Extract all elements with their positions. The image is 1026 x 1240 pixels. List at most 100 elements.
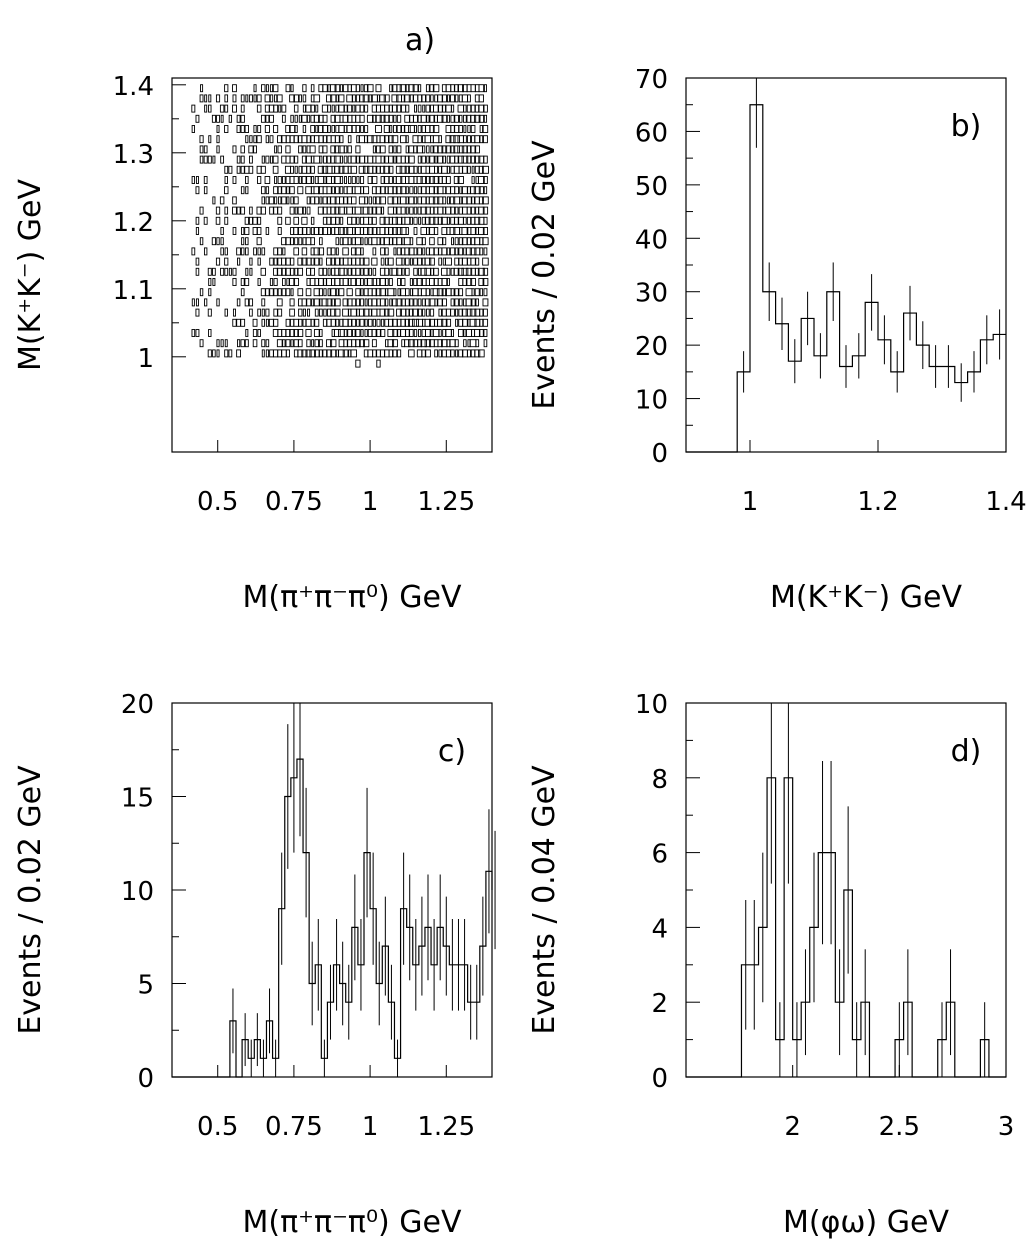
box-cell — [352, 104, 356, 113]
box-cell — [355, 94, 360, 103]
box-cell — [483, 84, 487, 93]
box-cell — [323, 278, 327, 286]
box-cell — [261, 339, 266, 348]
box-cell — [462, 206, 468, 215]
box-cell — [413, 298, 418, 307]
box-cell — [326, 186, 332, 195]
box-cell — [257, 329, 261, 337]
box-cell — [417, 125, 422, 133]
box-cell — [203, 247, 208, 256]
box-cell — [387, 288, 395, 297]
box-cell — [276, 298, 283, 307]
box-cell — [434, 298, 438, 307]
box-cell — [433, 267, 439, 276]
box-cell — [339, 237, 344, 246]
box-cell — [391, 135, 399, 144]
box-cell — [379, 216, 386, 225]
box-cell — [245, 135, 249, 144]
box-cell — [331, 104, 335, 113]
box-cell — [466, 145, 472, 154]
box-cell — [290, 165, 295, 174]
box-cell — [359, 298, 365, 307]
box-cell — [368, 196, 372, 205]
box-cell — [388, 135, 394, 144]
box-cell — [256, 94, 262, 103]
box-cell — [326, 135, 332, 144]
box-cell — [359, 318, 365, 327]
box-cell — [281, 186, 287, 195]
box-cell — [327, 227, 332, 235]
box-cell — [404, 216, 411, 225]
box-cell — [269, 206, 274, 215]
box-cell — [478, 329, 484, 337]
box-cell — [372, 318, 377, 327]
box-cell — [425, 216, 431, 225]
box-cell — [330, 155, 337, 164]
box-cell — [441, 278, 448, 286]
box-cell — [351, 114, 357, 123]
box-cell — [383, 308, 390, 317]
box-cell — [338, 267, 345, 276]
box-cell — [371, 329, 378, 337]
box-cell — [364, 298, 368, 307]
box-cell — [199, 206, 204, 215]
y-tick-label: 50 — [635, 172, 668, 202]
box-cell — [461, 308, 469, 317]
box-cell — [445, 135, 452, 144]
box-cell — [310, 237, 315, 246]
box-cell — [482, 237, 489, 246]
box-cell — [339, 176, 344, 184]
box-cell — [400, 206, 406, 215]
box-cell — [372, 267, 377, 276]
box-cell — [289, 135, 295, 144]
box-cell — [404, 318, 410, 327]
y-tick-label: 5 — [137, 971, 154, 1001]
box-cell — [290, 318, 295, 327]
box-cell — [269, 84, 274, 93]
box-cell — [323, 288, 327, 297]
x-axis-label: M(K⁺K⁻) GeV — [770, 580, 963, 615]
box-cell — [347, 257, 352, 266]
box-cell — [450, 104, 455, 113]
box-cell — [277, 206, 283, 215]
box-cell — [463, 125, 467, 133]
box-cell — [350, 278, 357, 286]
box-cell — [426, 155, 430, 164]
box-cell — [441, 145, 448, 154]
box-cell — [305, 298, 312, 307]
y-tick-label: 2 — [651, 989, 668, 1019]
box-cell — [265, 155, 270, 164]
box-cell — [313, 329, 320, 337]
box-cell — [430, 94, 434, 103]
box-cell — [240, 206, 246, 215]
box-cell — [420, 227, 427, 235]
box-cell — [446, 94, 450, 103]
box-cell — [384, 155, 389, 164]
box-cell — [224, 125, 229, 133]
box-cell — [475, 257, 480, 266]
box-cell — [475, 298, 479, 307]
box-cell — [269, 257, 274, 266]
box-cell — [421, 125, 426, 133]
box-cell — [471, 196, 475, 205]
box-cell — [401, 267, 405, 276]
box-cell — [319, 329, 323, 337]
box-cell — [208, 288, 212, 297]
box-cell — [224, 84, 229, 93]
box-cell — [384, 257, 389, 266]
box-cell — [359, 257, 365, 266]
box-cell — [298, 308, 303, 317]
box-cell — [351, 84, 357, 93]
box-cell — [421, 216, 426, 225]
box-cell — [281, 257, 287, 266]
box-cell — [224, 257, 229, 266]
box-cell — [322, 267, 328, 276]
y-tick-label: 15 — [121, 784, 154, 814]
box-cell — [273, 288, 278, 297]
box-cell — [470, 104, 476, 113]
box-cell — [441, 227, 448, 235]
box-cell — [445, 145, 452, 154]
box-cell — [346, 186, 353, 195]
box-cell — [318, 227, 324, 235]
x-axis-label: M(π⁺π⁻π⁰) GeV — [243, 580, 462, 615]
